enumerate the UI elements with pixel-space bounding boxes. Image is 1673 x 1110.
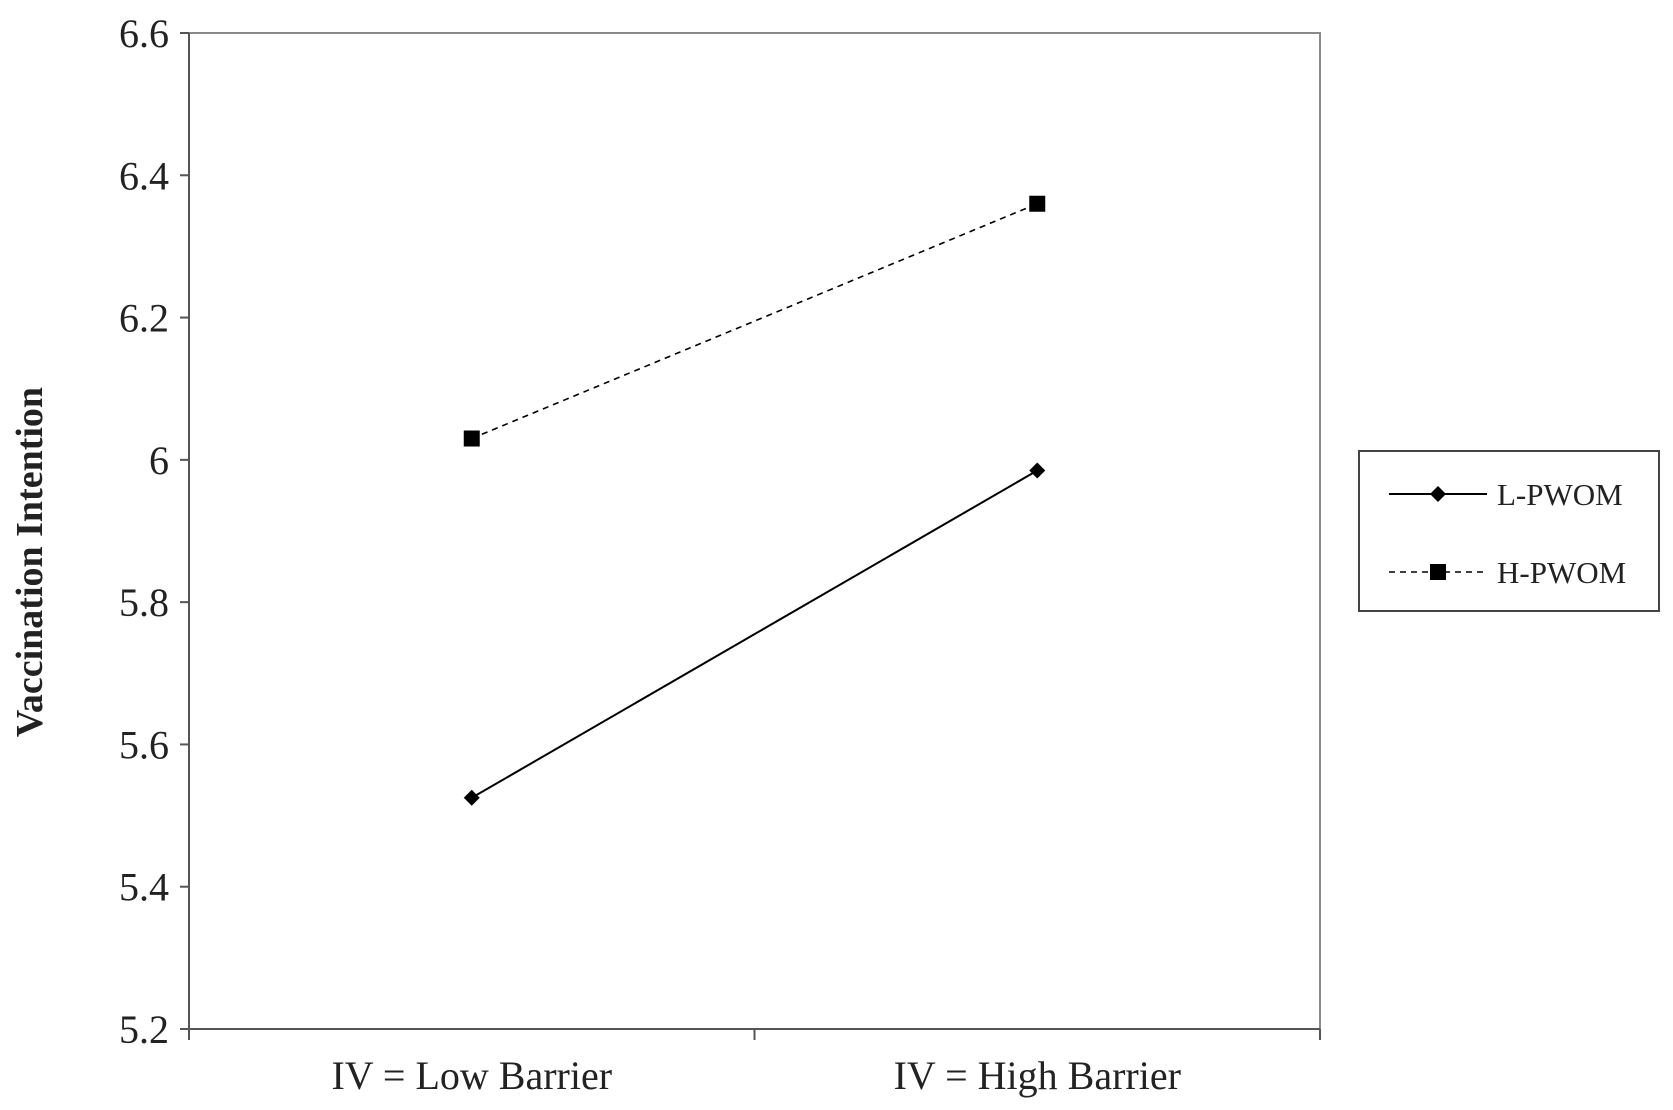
y-tick-label: 5.4 — [119, 865, 169, 910]
x-tick-label: IV = High Barrier — [894, 1053, 1181, 1098]
y-tick-label: 6 — [149, 438, 169, 483]
data-point-l-pwom — [1029, 462, 1046, 479]
legend-box — [1358, 450, 1660, 612]
legend-label-l-pwom: L-PWOM — [1497, 477, 1623, 512]
y-axis-ticks: 5.2 5.4 5.6 5.8 6 6.2 6.4 6.6 — [119, 11, 189, 1052]
plot-area-frame — [188, 32, 1321, 1030]
data-point-l-pwom — [463, 789, 480, 806]
x-tick-label: IV = Low Barrier — [331, 1053, 612, 1098]
y-tick-label: 5.2 — [119, 1007, 169, 1052]
series-line-l-pwom — [471, 469, 1038, 799]
y-tick-label: 6.2 — [119, 296, 169, 341]
data-point-h-pwom — [1029, 195, 1046, 212]
series-line-h-pwom — [471, 203, 1038, 440]
x-axis-ticks: IV = Low Barrier IV = High Barrier — [188, 1029, 1321, 1098]
y-tick-label: 5.8 — [119, 580, 169, 625]
y-tick-label: 5.6 — [119, 722, 169, 767]
y-tick-label: 6.4 — [119, 153, 169, 198]
legend: L-PWOM H-PWOM — [1358, 450, 1660, 612]
y-axis-title: Vaccination Intention — [9, 387, 51, 737]
legend-marker-l-pwom — [1430, 486, 1446, 502]
y-tick-label: 6.6 — [119, 11, 169, 56]
legend-label-h-pwom: H-PWOM — [1497, 555, 1626, 590]
legend-marker-h-pwom — [1430, 564, 1446, 580]
series-layer — [463, 195, 1046, 806]
legend-items: L-PWOM H-PWOM — [1389, 477, 1626, 590]
data-point-h-pwom — [463, 430, 480, 447]
